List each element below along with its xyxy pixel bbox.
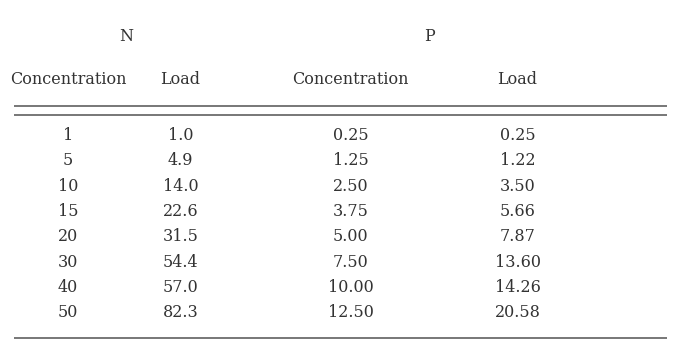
Text: 12.50: 12.50 [328, 304, 374, 321]
Text: 1: 1 [63, 127, 74, 144]
Text: 82.3: 82.3 [163, 304, 198, 321]
Text: N: N [119, 29, 133, 45]
Text: 10: 10 [58, 178, 78, 195]
Text: 7.50: 7.50 [333, 254, 368, 271]
Text: 1.25: 1.25 [333, 152, 368, 169]
Text: 3.75: 3.75 [333, 203, 368, 220]
Text: 30: 30 [58, 254, 78, 271]
Text: 14.0: 14.0 [163, 178, 198, 195]
Text: 31.5: 31.5 [163, 228, 198, 245]
Text: Concentration: Concentration [292, 71, 409, 88]
Text: P: P [424, 29, 434, 45]
Text: 0.25: 0.25 [333, 127, 368, 144]
Text: 20.58: 20.58 [494, 304, 541, 321]
Text: 5.00: 5.00 [333, 228, 368, 245]
Text: 22.6: 22.6 [163, 203, 198, 220]
Text: 2.50: 2.50 [333, 178, 368, 195]
Text: 5: 5 [63, 152, 74, 169]
Text: 54.4: 54.4 [163, 254, 198, 271]
Text: Load: Load [498, 71, 537, 88]
Text: 20: 20 [58, 228, 78, 245]
Text: 50: 50 [58, 304, 78, 321]
Text: 5.66: 5.66 [500, 203, 535, 220]
Text: 57.0: 57.0 [163, 279, 198, 296]
Text: 15: 15 [58, 203, 78, 220]
Text: 1.22: 1.22 [500, 152, 535, 169]
Text: 3.50: 3.50 [500, 178, 535, 195]
Text: 14.26: 14.26 [494, 279, 541, 296]
Text: Concentration: Concentration [10, 71, 127, 88]
Text: Load: Load [161, 71, 200, 88]
Text: 13.60: 13.60 [494, 254, 541, 271]
Text: 7.87: 7.87 [500, 228, 535, 245]
Text: 0.25: 0.25 [500, 127, 535, 144]
Text: 4.9: 4.9 [168, 152, 193, 169]
Text: 40: 40 [58, 279, 78, 296]
Text: 10.00: 10.00 [328, 279, 374, 296]
Text: 1.0: 1.0 [168, 127, 193, 144]
